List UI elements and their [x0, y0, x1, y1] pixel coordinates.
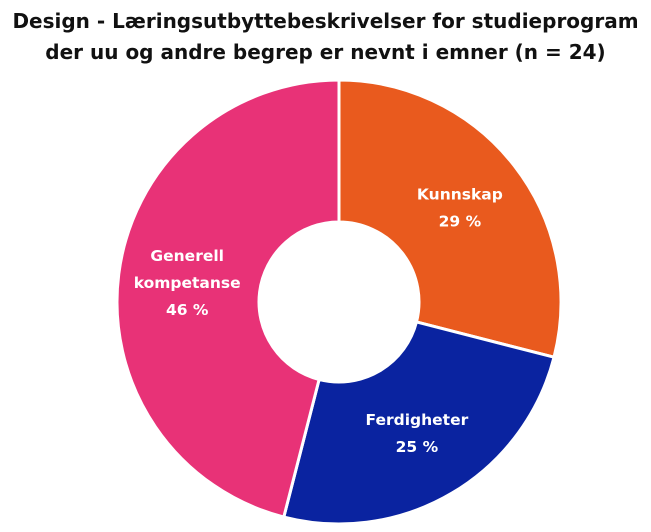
chart-title-line-1: Design - Læringsutbyttebeskrivelser for … — [12, 9, 639, 33]
slice-value-label: 25 % — [396, 438, 439, 456]
donut-slice — [115, 78, 341, 519]
donut-slice — [337, 78, 563, 359]
slice-category-label: Kunnskap — [417, 186, 503, 204]
slice-value-label: 29 % — [439, 213, 482, 231]
slice-category-label: Generell — [150, 247, 224, 265]
chart-title-line-2: der uu og andre begrep er nevnt i emner … — [45, 40, 606, 64]
slice-category-label: Ferdigheter — [366, 411, 469, 429]
donut-slice — [282, 320, 556, 526]
slice-category-label: kompetanse — [134, 274, 241, 292]
chart-title: Design - Læringsutbyttebeskrivelser for … — [0, 6, 651, 68]
slice-value-label: 46 % — [166, 301, 209, 319]
